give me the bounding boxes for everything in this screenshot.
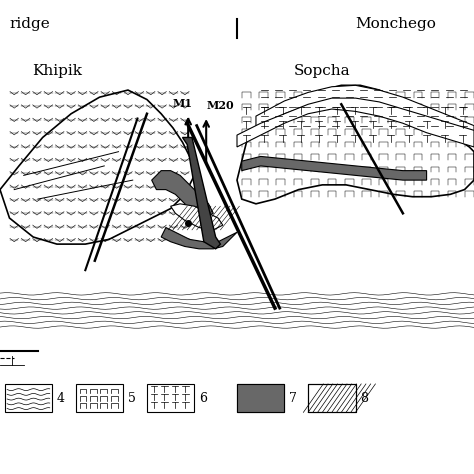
Polygon shape: [256, 85, 474, 137]
Polygon shape: [152, 171, 213, 218]
Text: 8: 8: [360, 392, 368, 405]
Text: M20: M20: [206, 100, 234, 111]
Text: 4: 4: [57, 392, 65, 405]
Bar: [308, 384, 356, 412]
Polygon shape: [171, 204, 223, 230]
Bar: [237, 384, 284, 412]
Polygon shape: [161, 228, 237, 249]
Text: 7: 7: [289, 392, 297, 405]
Text: Sopcha: Sopcha: [294, 64, 351, 78]
Polygon shape: [242, 156, 427, 180]
Bar: [237, 384, 284, 412]
Polygon shape: [237, 98, 474, 147]
Bar: [76, 384, 123, 412]
Polygon shape: [182, 137, 220, 249]
Text: Khipik: Khipik: [32, 64, 82, 78]
Text: Monchego: Monchego: [356, 17, 437, 31]
Text: 5: 5: [128, 392, 136, 405]
Polygon shape: [237, 85, 474, 204]
Bar: [5, 384, 52, 412]
Text: ridge: ridge: [9, 17, 50, 31]
Text: M1: M1: [173, 98, 192, 109]
Polygon shape: [0, 256, 474, 332]
Polygon shape: [0, 90, 194, 244]
Bar: [308, 384, 356, 412]
Text: 6: 6: [199, 392, 207, 405]
Bar: [147, 384, 194, 412]
